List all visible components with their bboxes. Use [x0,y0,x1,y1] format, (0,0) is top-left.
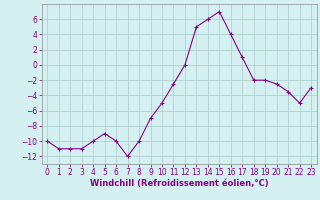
X-axis label: Windchill (Refroidissement éolien,°C): Windchill (Refroidissement éolien,°C) [90,179,268,188]
